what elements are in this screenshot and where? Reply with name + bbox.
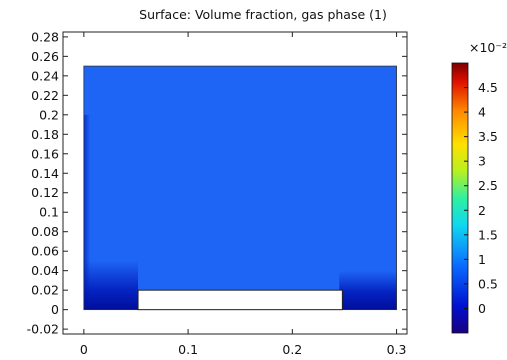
right-corner-low-fraction-region bbox=[339, 270, 397, 310]
left-wall-low-fraction-layer bbox=[83, 114, 91, 310]
colorbar-tick-label: 4.5 bbox=[478, 80, 498, 95]
y-tick-label: 0.22 bbox=[31, 88, 59, 103]
colorbar-tick-label: 3.5 bbox=[478, 129, 498, 144]
colorbar: ×10⁻² 0 0.5 1 1.5 2 2.5 3 3.5 4 4.5 bbox=[451, 40, 507, 334]
y-tick-label: 0.24 bbox=[31, 68, 59, 83]
y-tick-label: 0 bbox=[51, 302, 59, 317]
left-corner-low-fraction-region bbox=[83, 260, 139, 310]
y-tick-label: 0.04 bbox=[31, 263, 59, 278]
y-tick-label: 0.02 bbox=[31, 283, 59, 298]
colorbar-tick-label: 2.5 bbox=[478, 178, 498, 193]
volume-fraction-field bbox=[83, 66, 397, 310]
y-tick-label: 0.14 bbox=[31, 166, 59, 181]
y-tick-label: -0.02 bbox=[27, 322, 59, 337]
y-tick-label: 0.08 bbox=[31, 224, 59, 239]
x-tick-label: 0 bbox=[80, 342, 88, 357]
chart-title: Surface: Volume fraction, gas phase (1) bbox=[139, 7, 387, 22]
colorbar-ticks: 0 0.5 1 1.5 2 2.5 3 3.5 4 4.5 bbox=[464, 80, 498, 316]
x-tick-label: 0.3 bbox=[387, 342, 407, 357]
x-tick-label: 0.1 bbox=[178, 342, 198, 357]
y-tick-label: 0.12 bbox=[31, 185, 59, 200]
y-tick-label: 0.1 bbox=[39, 205, 59, 220]
colorbar-tick-label: 1 bbox=[478, 252, 486, 267]
colorbar-multiplier: ×10⁻² bbox=[469, 40, 507, 55]
y-tick-label: 0.28 bbox=[31, 29, 59, 44]
colorbar-tick-label: 0.5 bbox=[478, 276, 498, 291]
axes-frame bbox=[62, 31, 408, 335]
colorbar-tick-label: 1.5 bbox=[478, 227, 498, 242]
x-tick-label: 0.2 bbox=[282, 342, 302, 357]
y-axis-ticks: -0.02 0 0.02 0.04 0.06 0.08 0.1 0.12 0.14 0.16 0.1… bbox=[27, 29, 407, 337]
colorbar-tick-label: 0 bbox=[478, 301, 486, 316]
y-tick-label: 0.26 bbox=[31, 49, 59, 64]
y-tick-label: 0.16 bbox=[31, 146, 59, 161]
colorbar-gradient bbox=[451, 62, 469, 334]
colorbar-tick-label: 4 bbox=[478, 105, 486, 120]
y-tick-label: 0.06 bbox=[31, 244, 59, 259]
obstacle-block bbox=[137, 289, 343, 311]
colorbar-tick-label: 2 bbox=[478, 203, 486, 218]
colorbar-tick-label: 3 bbox=[478, 154, 486, 169]
y-tick-label: 0.18 bbox=[31, 127, 59, 142]
x-axis-ticks: 0 0.1 0.2 0.3 bbox=[80, 32, 407, 357]
y-tick-label: 0.2 bbox=[39, 107, 59, 122]
